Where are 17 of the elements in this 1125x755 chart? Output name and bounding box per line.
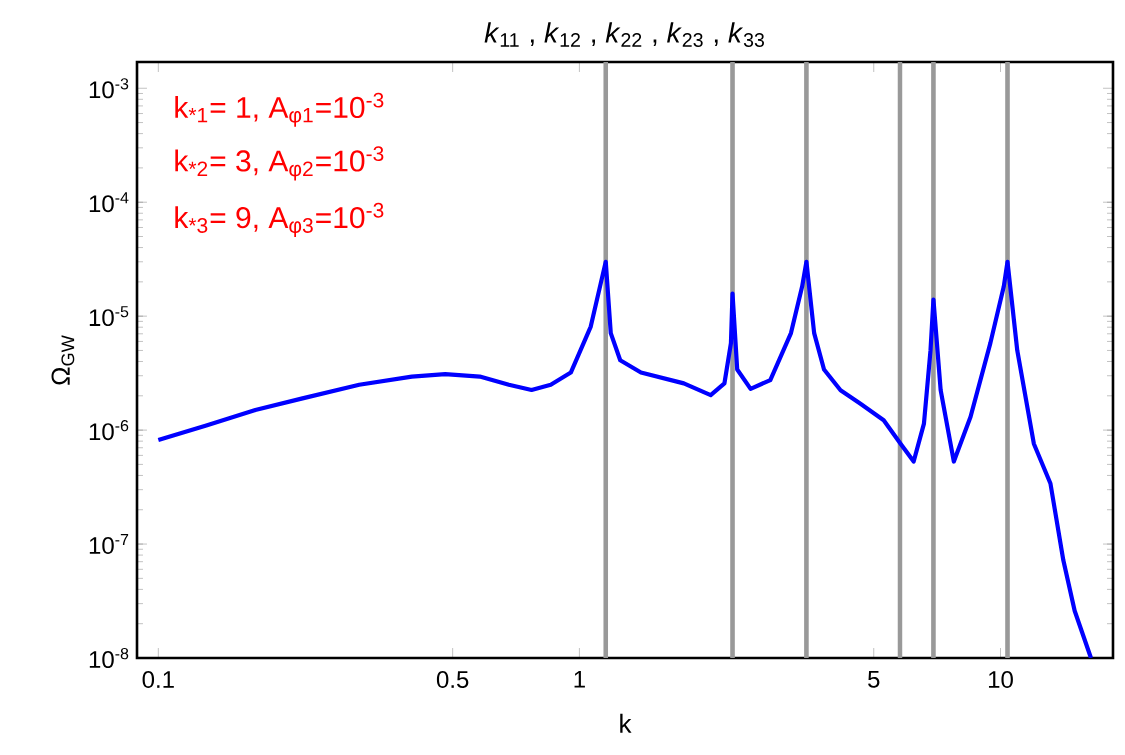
chart-title: k$_{11}$ , k$_{12}$ , k$_{22}$ , k$_{23}$ , k$_{33}$ <box>484 22 765 47</box>
annotation: k$_{*3}$= 9, A$_{φ3}$=10$^{-3}$ <box>175 202 384 238</box>
x-tick-label: 10 <box>988 671 1013 689</box>
y-tick-label: 10$^{-7}$ <box>89 534 129 555</box>
y-tick-label: 10$^{-4}$ <box>89 192 129 213</box>
y-tick-label: 10$^{-5}$ <box>89 306 129 327</box>
y-tick-label: 10$^{-8}$ <box>89 647 129 669</box>
annotation: k$_{*2}$= 3, A$_{φ2}$=10$^{-3}$ <box>175 146 384 181</box>
y-axis-title: Ω$_{GW}$ <box>51 335 75 385</box>
x-tick-label: 0.1 <box>142 671 174 689</box>
y-tick-label: 10$^{-3}$ <box>89 78 129 99</box>
x-axis-title: k <box>620 713 632 733</box>
annotation: k$_{*1}$= 1, A$_{φ1}$=10$^{-3}$ <box>175 92 384 127</box>
x-tick-label: 5 <box>868 671 880 688</box>
x-tick-label: 1 <box>574 671 585 688</box>
x-tick-label: 0.5 <box>436 671 469 689</box>
y-tick-label: 10$^{-6}$ <box>89 420 129 441</box>
